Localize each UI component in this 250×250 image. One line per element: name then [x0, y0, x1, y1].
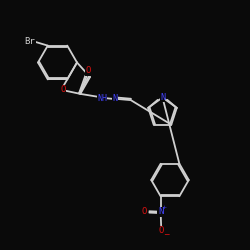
Text: +: +	[162, 205, 167, 210]
Text: O: O	[141, 207, 146, 216]
Text: N: N	[160, 93, 165, 102]
Text: O: O	[158, 226, 164, 235]
Text: N: N	[112, 94, 117, 103]
Text: Br: Br	[24, 37, 35, 46]
Text: O: O	[60, 85, 66, 94]
Text: O: O	[85, 66, 90, 76]
Text: NH: NH	[97, 94, 107, 103]
Text: −: −	[163, 230, 169, 239]
Text: N: N	[158, 207, 163, 216]
